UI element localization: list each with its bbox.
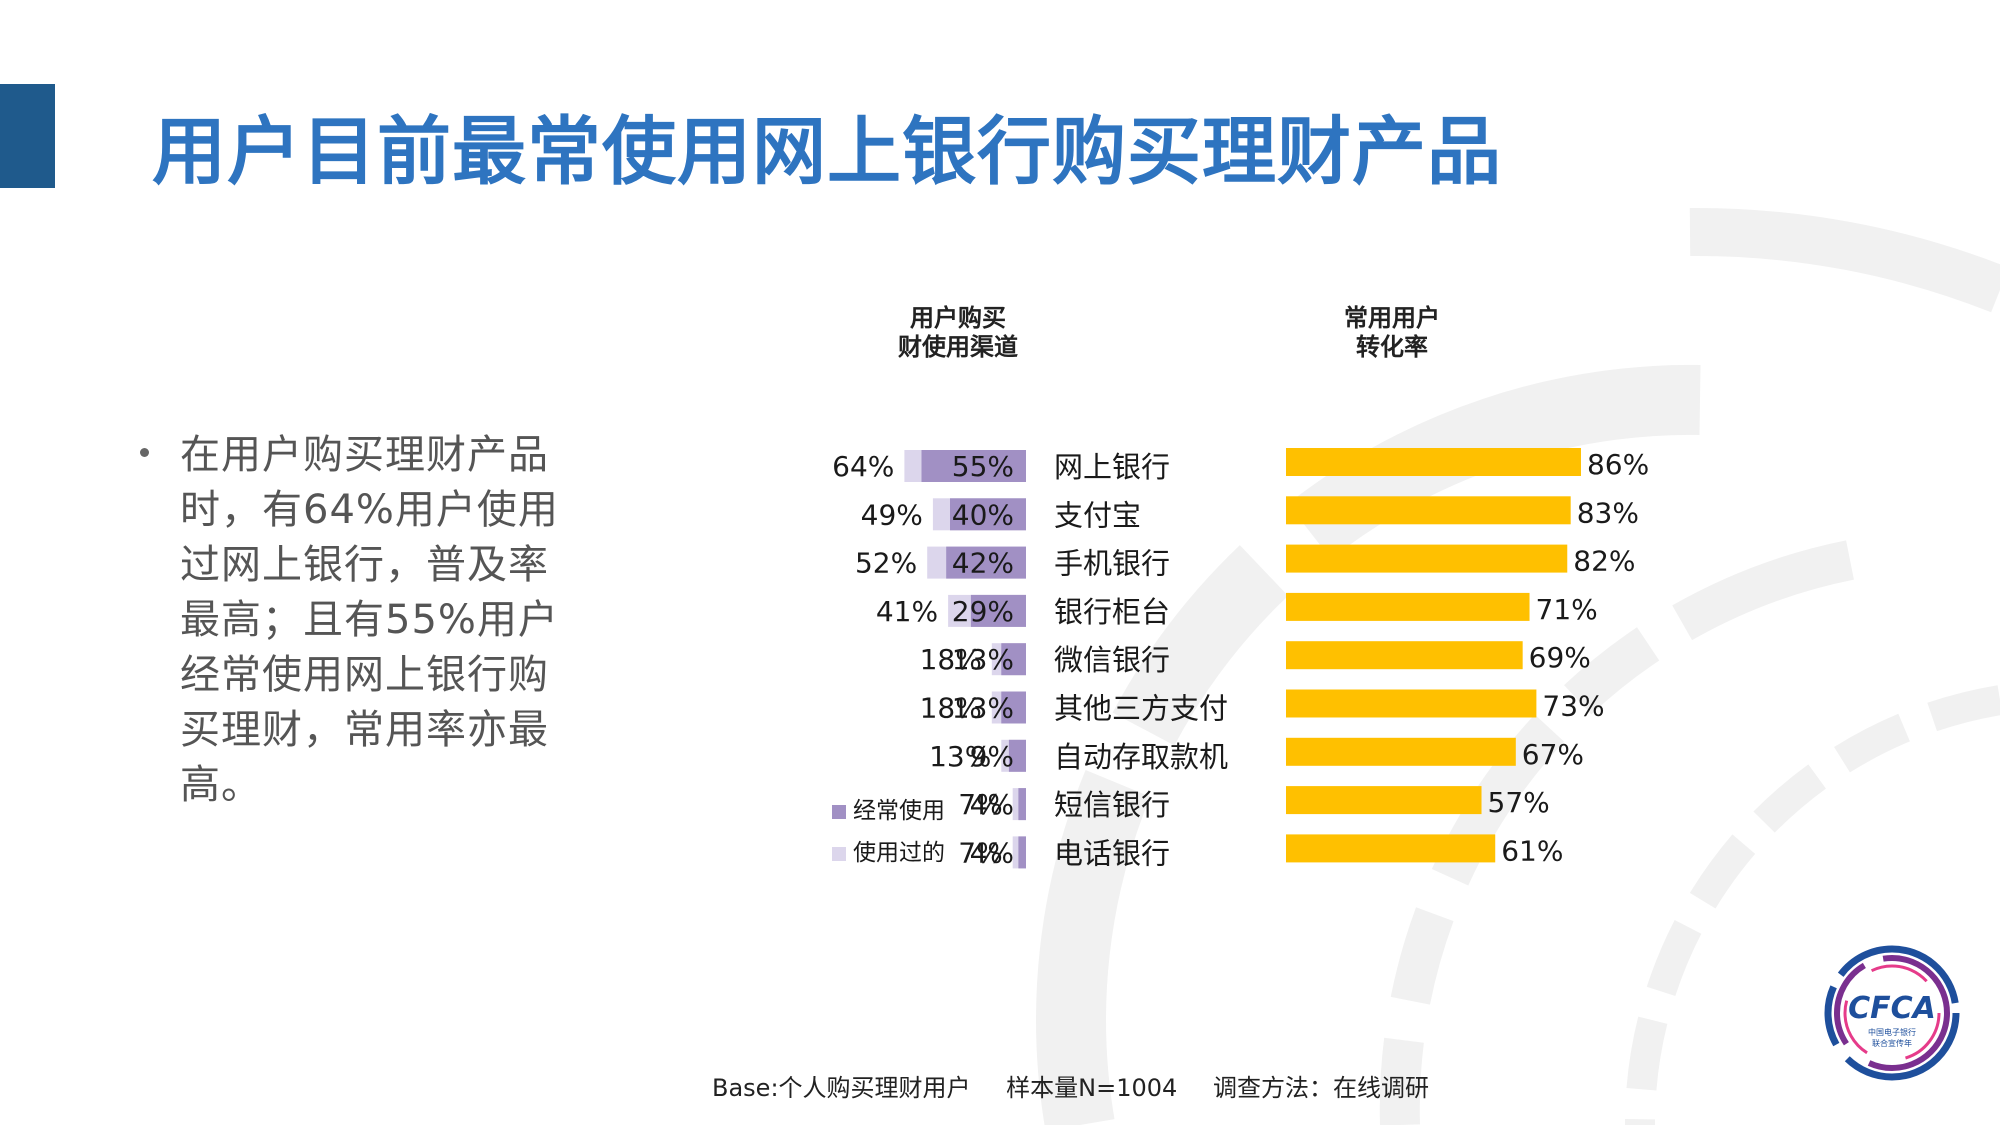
category-label-8: 电话银行 — [1054, 836, 1170, 870]
category-label-6: 自动存取款机 — [1054, 740, 1228, 774]
logo-subtitle-1: 中国电子银行 — [1868, 1027, 1916, 1037]
bar-conversion-2 — [1286, 544, 1568, 573]
bar-conversion-4 — [1286, 641, 1523, 670]
label-used-0: 64% — [832, 450, 894, 483]
bar-frequent-5 — [1001, 691, 1026, 724]
label-used-7: 7% — [958, 788, 1002, 821]
label-used-5: 18% — [920, 692, 982, 725]
label-frequent-1: 40% — [952, 498, 1014, 531]
footnote-sample: 样本量N=1004 — [1006, 1074, 1178, 1102]
bar-frequent-3 — [970, 594, 1026, 627]
category-label-4: 微信银行 — [1054, 643, 1170, 677]
label-frequent-6: 9% — [970, 740, 1014, 773]
bullet-text: 在用户购买理财产品时，有64%用户使用过网上银行，普及率最高；且有55%用户经常… — [180, 432, 559, 808]
legend-label-0: 经常使用 — [853, 798, 945, 824]
label-conversion-6: 67% — [1522, 738, 1584, 771]
logo-wordmark: CFCA — [1848, 991, 1936, 1026]
category-label-2: 手机银行 — [1054, 547, 1170, 581]
footnote-method: 调查方法：在线调研 — [1212, 1074, 1429, 1102]
label-conversion-3: 71% — [1536, 593, 1598, 626]
legend-swatch-1 — [832, 847, 846, 861]
bar-conversion-6 — [1286, 737, 1516, 766]
label-frequent-2: 42% — [952, 547, 1014, 580]
logo-subtitle-2: 联合宣传年 — [1872, 1038, 1912, 1048]
slide-title: 用户目前最常使用网上银行购买理财产品 — [152, 109, 1502, 195]
category-label-5: 其他三方支付 — [1054, 692, 1228, 726]
category-label-7: 短信银行 — [1054, 788, 1170, 822]
label-frequent-5: 13% — [952, 692, 1014, 725]
label-frequent-8: 4% — [970, 836, 1014, 869]
bar-conversion-7 — [1286, 786, 1482, 815]
header-conversion-rate: 常用用户 转化率 — [1344, 304, 1440, 361]
label-frequent-4: 13% — [952, 643, 1014, 676]
label-conversion-1: 83% — [1577, 496, 1639, 529]
label-frequent-3: 29% — [952, 595, 1014, 628]
category-label-1: 支付宝 — [1054, 498, 1141, 532]
label-used-2: 52% — [855, 547, 917, 580]
bar-frequent-7 — [1018, 788, 1026, 821]
label-frequent-7: 4% — [970, 788, 1014, 821]
bullet-dot — [140, 448, 149, 457]
legend-label-1: 使用过的 — [853, 840, 945, 866]
bar-frequent-6 — [1008, 739, 1026, 772]
cfca-logo: CFCA 中国电子银行 联合宣传年 — [1824, 945, 1960, 1081]
footnote-base: Base:个人购买理财用户 — [712, 1074, 971, 1102]
label-conversion-5: 73% — [1542, 690, 1604, 723]
category-label-0: 网上银行 — [1054, 450, 1170, 484]
label-used-3: 41% — [876, 595, 938, 628]
label-conversion-7: 57% — [1488, 786, 1550, 819]
bar-conversion-1 — [1286, 496, 1571, 525]
bar-conversion-3 — [1286, 592, 1530, 621]
bar-frequent-1 — [950, 498, 1026, 531]
header-channel-usage: 用户购买 财使用渠道 — [898, 304, 1018, 361]
label-used-1: 49% — [861, 498, 923, 531]
label-conversion-0: 86% — [1587, 448, 1649, 481]
bar-conversion-5 — [1286, 689, 1537, 718]
label-conversion-4: 69% — [1529, 641, 1591, 674]
label-used-4: 18% — [920, 643, 982, 676]
label-frequent-0: 55% — [952, 450, 1014, 483]
footnote: Base:个人购买理财用户 样本量N=1004 调查方法：在线调研 — [712, 1068, 1457, 1103]
label-conversion-8: 61% — [1501, 834, 1563, 867]
bar-frequent-4 — [1001, 643, 1026, 676]
legend-swatch-0 — [832, 805, 846, 819]
bar-conversion-8 — [1286, 834, 1496, 863]
category-label-3: 银行柜台 — [1054, 595, 1170, 629]
label-used-6: 13% — [929, 740, 991, 773]
bar-conversion-0 — [1286, 448, 1581, 476]
bar-frequent-8 — [1018, 836, 1026, 869]
label-used-8: 7% — [958, 836, 1002, 869]
title-accent-bar — [0, 84, 55, 188]
bar-frequent-0 — [921, 450, 1026, 482]
label-conversion-2: 82% — [1573, 545, 1635, 578]
bar-frequent-2 — [946, 546, 1026, 579]
